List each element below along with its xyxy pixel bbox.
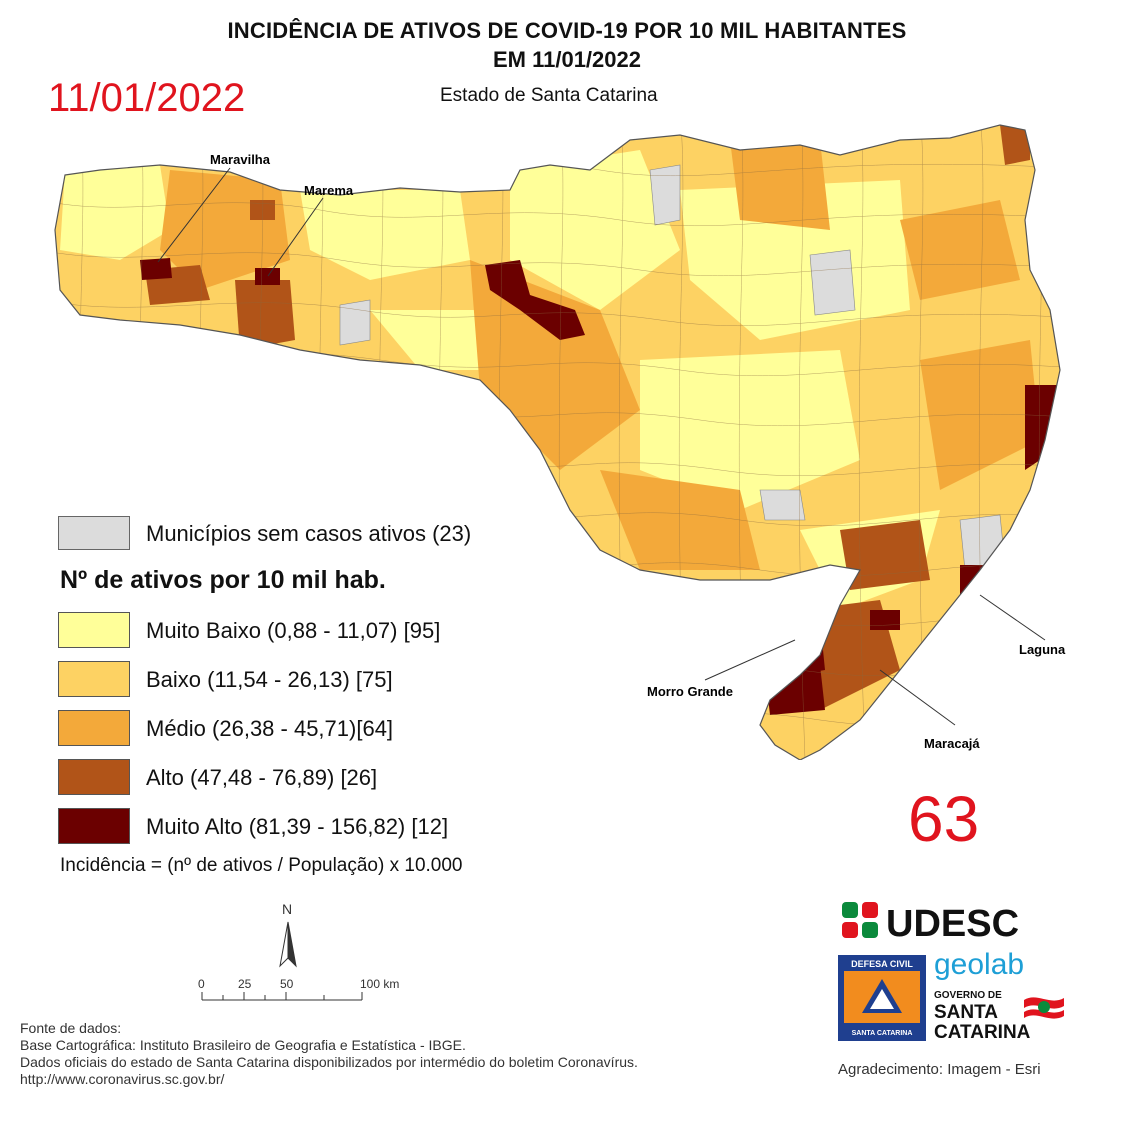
gov-line1: GOVERNO DE	[934, 990, 1002, 1001]
state-outline	[54, 124, 1061, 760]
geolab-text: geolab	[934, 948, 1024, 981]
sources-line-2: Base Cartográfica: Instituto Brasileiro …	[20, 1037, 466, 1053]
label-maravilha: Maravilha	[210, 152, 271, 167]
label-morro-grande: Morro Grande	[647, 684, 733, 699]
north-label: N	[282, 901, 292, 917]
region-nocases-4	[339, 299, 371, 346]
region-alto-1	[235, 280, 295, 350]
region-muito-alto-3	[765, 665, 825, 715]
legend-swatch-alto	[58, 759, 130, 795]
region-alto-3	[840, 520, 930, 590]
legend-label-alto: Alto (47,48 - 76,89) [26]	[146, 765, 378, 790]
scale-tick-0: 0	[198, 977, 205, 991]
udesc-text: UDESC	[886, 903, 1019, 944]
santa-catarina-map: Maravilha Marema Laguna Morro Grande Mar…	[54, 124, 1066, 760]
region-alto-5	[1000, 125, 1030, 165]
sources-line-1: Fonte de dados:	[20, 1020, 122, 1036]
north-arrow-icon: N	[279, 901, 297, 968]
udesc-logo: UDESC	[842, 902, 1019, 944]
region-medio-6	[900, 200, 1020, 300]
sc-flag-icon	[1024, 997, 1064, 1019]
sources-line-4[interactable]: http://www.coronavirus.sc.gov.br/	[20, 1071, 225, 1087]
region-nocases-2	[809, 249, 856, 316]
legend-swatch-medio	[58, 710, 130, 746]
region-muito-alto-1	[485, 260, 585, 340]
incidence-formula: Incidência = (nº de ativos / População) …	[60, 855, 463, 876]
legend-label-no-cases: Municípios sem casos ativos (23)	[146, 521, 472, 546]
region-west-2	[300, 190, 470, 280]
map-title-line2: EM 11/01/2022	[492, 47, 641, 72]
scale-tick-25: 25	[238, 977, 252, 991]
region-muito-alto-maravilha	[140, 258, 172, 280]
legend-swatch-baixo	[58, 661, 130, 697]
governo-sc-logo: GOVERNO DE SANTA CATARINA	[934, 990, 1064, 1042]
region-nocases-1	[649, 164, 681, 226]
region-central	[640, 350, 860, 510]
date-stamp: 11/01/2022	[48, 76, 246, 120]
map-title-line1: INCIDÊNCIA DE ATIVOS DE COVID-19 POR 10 …	[227, 18, 907, 43]
acknowledgment: Agradecimento: Imagem - Esri	[838, 1061, 1041, 1078]
label-maracaja: Maracajá	[924, 736, 980, 751]
gov-line3: CATARINA	[934, 1022, 1031, 1042]
legend-label-muito-alto: Muito Alto (81,39 - 156,82) [12]	[146, 814, 449, 839]
legend-heading: Nº de ativos por 10 mil hab.	[60, 566, 386, 594]
leader-lines	[157, 167, 1046, 726]
defesa-civil-logo: DEFESA CIVIL SANTA CATARINA	[838, 955, 926, 1041]
label-marema: Marema	[304, 183, 354, 198]
map-subtitle: Estado de Santa Catarina	[440, 85, 658, 106]
region-nocases-5	[759, 489, 806, 521]
scale-tick-50: 50	[280, 977, 294, 991]
highlight-number: 63	[908, 783, 980, 855]
region-central-north	[510, 150, 680, 310]
legend-swatch-no-cases	[58, 516, 130, 550]
region-nocases-3	[959, 514, 1006, 571]
legend-swatch-muito-baixo	[58, 612, 130, 648]
region-medio-4	[920, 340, 1040, 490]
region-muito-alto-2	[1025, 385, 1060, 470]
scale-bar: 0 25 50 100 km	[198, 977, 399, 1001]
gov-line2: SANTA	[934, 1002, 998, 1023]
region-muito-alto-maracaja	[870, 610, 900, 630]
legend-label-medio: Médio (26,38 - 45,71)[64]	[146, 716, 394, 741]
legend-label-muito-baixo: Muito Baixo (0,88 - 11,07) [95]	[146, 618, 441, 643]
sources-line-3: Dados oficiais do estado de Santa Catari…	[20, 1054, 638, 1070]
geolab-logo: geolab	[934, 948, 1024, 981]
label-laguna: Laguna	[1019, 642, 1066, 657]
legend-label-baixo: Baixo (11,54 - 26,13) [75]	[146, 667, 393, 692]
region-medio-3	[730, 140, 830, 230]
region-medio-5	[600, 470, 760, 570]
legend-swatch-muito-alto	[58, 808, 130, 844]
region-alto-6	[250, 200, 275, 220]
region-muito-alto-marema	[255, 268, 280, 285]
defesa-top-text: DEFESA CIVIL	[851, 959, 913, 969]
scale-tick-100: 100 km	[360, 977, 399, 991]
data-sources: Fonte de dados: Base Cartográfica: Insti…	[20, 1020, 638, 1088]
defesa-bottom-text: SANTA CATARINA	[852, 1030, 913, 1037]
